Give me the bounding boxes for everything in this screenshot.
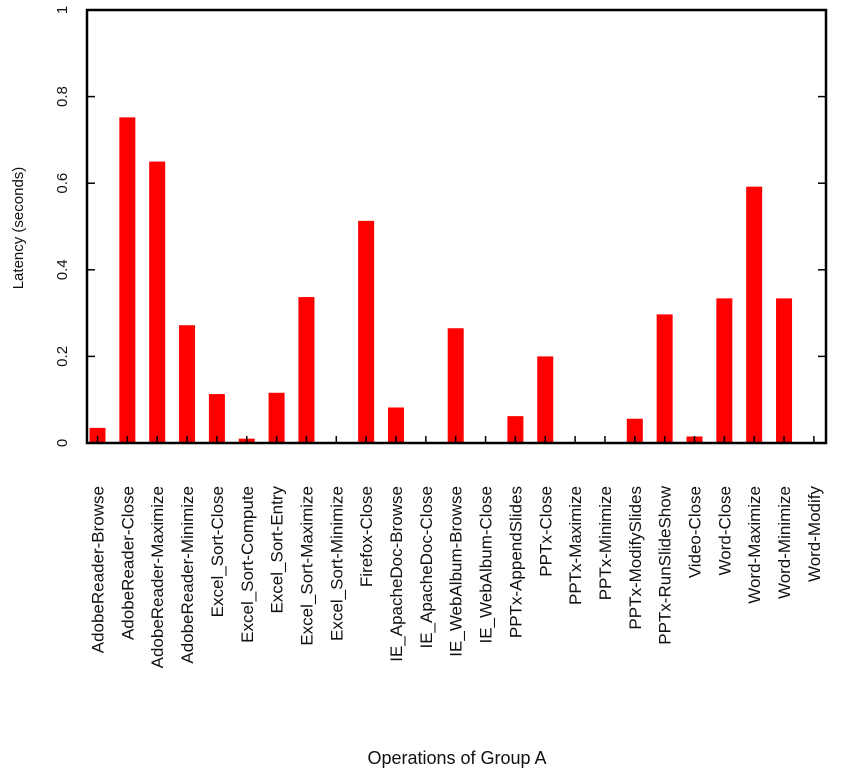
x-tick-label: Excel_Sort-Minimize: [327, 486, 346, 641]
x-tick-label: Word-Minimize: [775, 486, 794, 599]
x-tick-label: IE_ApacheDoc-Close: [417, 486, 436, 649]
x-tick-label: Excel_Sort-Close: [208, 486, 227, 617]
bar: [149, 161, 166, 444]
bar: [268, 392, 285, 443]
y-tick-label: 0.4: [54, 259, 71, 280]
bar: [537, 356, 554, 443]
x-tick-label: PPTx-Close: [536, 486, 555, 577]
x-tick-label: AdobeReader-Minimize: [178, 486, 197, 664]
bar: [507, 416, 524, 443]
bar: [776, 298, 793, 443]
x-tick-label: Word-Maximize: [745, 486, 764, 604]
x-tick-labels: AdobeReader-Browse AdobeReader-Close Adobe…: [89, 485, 824, 668]
bar: [358, 220, 375, 443]
y-tick-label: 0.8: [54, 86, 71, 107]
x-tick-label: PPTx-RunSlideShow: [656, 485, 675, 644]
x-tick-label: PPTx-ModifySlides: [626, 486, 645, 630]
y-tick-label: 0: [54, 439, 71, 447]
bar: [179, 325, 196, 443]
x-tick-label: AdobeReader-Close: [118, 486, 137, 640]
x-tick-label: Excel_Sort-Entry: [268, 486, 287, 614]
bar: [89, 427, 106, 443]
x-tick-label: Excel_Sort-Maximize: [297, 486, 316, 646]
x-tick-label: Word-Modify: [805, 486, 824, 583]
x-tick-label: Excel_Sort-Compute: [238, 486, 257, 643]
y-axis-title: Latency (seconds): [10, 167, 27, 290]
y-tick-label: 0.2: [54, 346, 71, 367]
bars-group: [89, 117, 793, 444]
bar: [447, 328, 464, 443]
y-axis: 0 0.2 0.4 0.6 0.8 1: [54, 6, 826, 447]
bar: [208, 394, 225, 443]
plot-frame: [85, 8, 828, 445]
x-tick-label: PPTx-AppendSlides: [506, 486, 525, 638]
bar: [656, 314, 673, 443]
x-tick-label: IE_WebAlbum-Browse: [447, 486, 466, 657]
x-tick-label: AdobeReader-Maximize: [148, 486, 167, 668]
bar: [746, 186, 763, 443]
x-tick-label: Video-Close: [686, 486, 705, 578]
bar: [298, 297, 315, 443]
x-tick-label: IE_WebAlbum-Close: [477, 486, 496, 643]
x-tick-label: AdobeReader-Browse: [89, 486, 108, 653]
y-tick-label: 1: [54, 6, 71, 14]
x-tick-label: Word-Close: [715, 486, 734, 575]
y-tick-label: 0.6: [54, 173, 71, 194]
x-axis-title: Operations of Group A: [367, 748, 546, 768]
x-tick-label: PPTx-Minimize: [596, 486, 615, 600]
x-tick-label: PPTx-Maximize: [566, 486, 585, 605]
bar: [716, 298, 733, 443]
bar: [626, 418, 643, 443]
bar: [119, 117, 136, 443]
x-tick-label: Firefox-Close: [357, 486, 376, 587]
bar: [388, 407, 404, 443]
x-tick-label: IE_ApacheDoc-Browse: [387, 486, 406, 662]
